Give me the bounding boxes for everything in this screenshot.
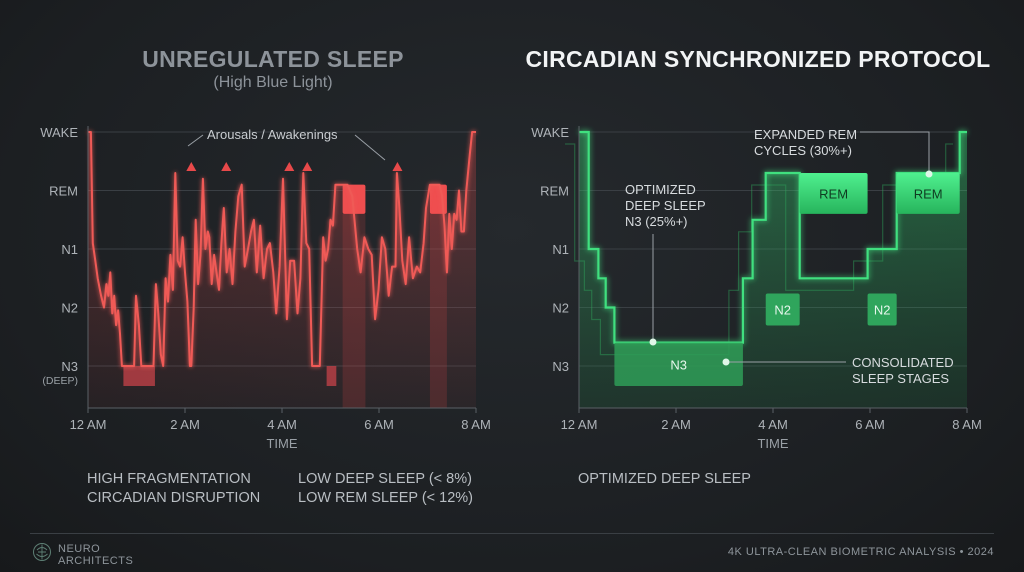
left-x-ticks: 12 AM 2 AM 4 AM 6 AM 8 AM	[70, 408, 491, 432]
left-x-tick-label: 12 AM	[70, 417, 107, 432]
right-chart: N3 N2 REM N2 REM WAKE REM N1 N2 N3 12 AM 2 AM 4 AM…	[531, 125, 982, 451]
consolidated-annotation-line1: CONSOLIDATED	[852, 355, 954, 370]
arousal-marker	[221, 162, 232, 171]
left-area-fill	[88, 132, 476, 408]
right-area-fill	[579, 132, 967, 408]
brand-line2: ARCHITECTS	[58, 555, 134, 567]
right-y-tick-n3: N3	[552, 359, 569, 374]
arousal-marker	[284, 162, 295, 171]
deep-annotation-line3: N3 (25%+)	[625, 214, 688, 229]
right-y-ticks: WAKE REM N1 N2 N3	[531, 125, 569, 374]
right-stage-block-n3	[614, 342, 743, 386]
rem-annotation-line2: CYCLES (30%+)	[754, 143, 852, 158]
right-hypnogram-line	[579, 130, 967, 344]
arousals-leader-right	[354, 134, 386, 161]
brand-line1: NEURO	[58, 543, 101, 555]
right-stage-block-rem	[799, 172, 868, 214]
deep-annotation-line1: OPTIMIZED	[625, 182, 696, 197]
stat-high-fragmentation: HIGH FRAGMENTATION	[87, 471, 251, 487]
right-x-tick-label: 8 AM	[952, 417, 982, 432]
left-y-tick-n3: N3	[61, 359, 78, 374]
left-x-tick-label: 4 AM	[267, 417, 297, 432]
consolidated-annotation-dot	[722, 358, 730, 366]
left-rem-block-shadow	[429, 213, 447, 408]
stat-circadian-disruption: CIRCADIAN DISRUPTION	[87, 490, 261, 506]
left-x-tick-label: 6 AM	[364, 417, 394, 432]
left-x-tick-label: 2 AM	[170, 417, 200, 432]
right-stage-block-label: N3	[670, 357, 687, 372]
arousal-marker	[302, 162, 313, 171]
right-y-tick-n1: N1	[552, 242, 569, 257]
right-stage-block-label: N2	[874, 303, 891, 318]
left-y-tick-n1: N1	[61, 242, 78, 257]
rem-annotation-leader	[860, 131, 930, 172]
right-area	[579, 132, 967, 408]
right-stage-block-n2	[867, 293, 897, 326]
right-stage-block-label: N2	[774, 303, 791, 318]
footer-caption: 4K ULTRA-CLEAN BIOMETRIC ANALYSIS • 2024	[727, 546, 994, 558]
left-title: UNREGULATED SLEEP	[142, 46, 404, 72]
right-y-tick-rem: REM	[540, 184, 569, 199]
left-n3-block	[123, 366, 155, 386]
left-area	[88, 132, 476, 408]
right-x-tick-label: 2 AM	[661, 417, 691, 432]
deep-annotation-dot	[649, 338, 657, 346]
left-chart: WAKE REM N1 N2 N3 12 AM 2 AM 4 AM 6 AM 8 AM TIME…	[40, 125, 491, 451]
stat-optimized-deep-sleep: OPTIMIZED DEEP SLEEP	[578, 471, 751, 487]
stat-low-deep-sleep: LOW DEEP SLEEP (< 8%)	[298, 471, 472, 487]
right-y-tick-wake: WAKE	[531, 125, 569, 140]
right-x-tick-label: 4 AM	[758, 417, 788, 432]
left-x-tick-label: 8 AM	[461, 417, 491, 432]
right-stage-block-rem	[896, 172, 960, 214]
arousals-leader-left	[187, 134, 204, 147]
left-y-tick-wake: WAKE	[40, 125, 78, 140]
left-y-ticks: WAKE REM N1 N2 N3	[40, 125, 78, 374]
right-x-tick-label: 12 AM	[561, 417, 598, 432]
left-hypnogram-line	[88, 131, 476, 367]
right-stage-block-label: REM	[914, 186, 943, 201]
right-stage-block-label: REM	[819, 186, 848, 201]
consolidated-annotation-line2: SLEEP STAGES	[852, 371, 949, 386]
rem-annotation-dot	[925, 170, 933, 178]
brain-logo-icon	[33, 543, 51, 561]
right-stage-blocks: N3 N2 REM N2 REM	[614, 172, 960, 386]
right-x-axis-label: TIME	[757, 436, 788, 451]
left-rem-block	[342, 184, 366, 214]
left-y-tick-sub: (DEEP)	[42, 375, 78, 387]
arousals-label: Arousals / Awakenings	[207, 127, 338, 142]
left-rem-block-shadow	[342, 213, 366, 408]
right-x-ticks: 12 AM 2 AM 4 AM 6 AM 8 AM	[561, 408, 982, 432]
left-rem-block	[429, 184, 447, 214]
left-x-axis-label: TIME	[266, 436, 297, 451]
stat-low-rem-sleep: LOW REM SLEEP (< 12%)	[298, 490, 473, 506]
footer-divider	[30, 533, 994, 534]
rem-annotation-line1: EXPANDED REM	[754, 127, 857, 142]
left-y-tick-n2: N2	[61, 301, 78, 316]
left-subtitle: (High Blue Light)	[213, 74, 333, 91]
brand-name: NEURO ARCHITECTS	[58, 543, 133, 567]
arousal-marker	[392, 162, 403, 171]
right-y-tick-n2: N2	[552, 301, 569, 316]
right-x-tick-label: 6 AM	[855, 417, 885, 432]
left-arousal-markers	[186, 162, 403, 171]
left-y-tick-rem: REM	[49, 184, 78, 199]
left-n3-block	[326, 366, 337, 386]
arousal-marker	[186, 162, 197, 171]
right-stage-block-n2	[765, 293, 800, 326]
deep-annotation-line2: DEEP SLEEP	[625, 198, 706, 213]
right-title: CIRCADIAN SYNCHRONIZED PROTOCOL	[525, 46, 991, 72]
